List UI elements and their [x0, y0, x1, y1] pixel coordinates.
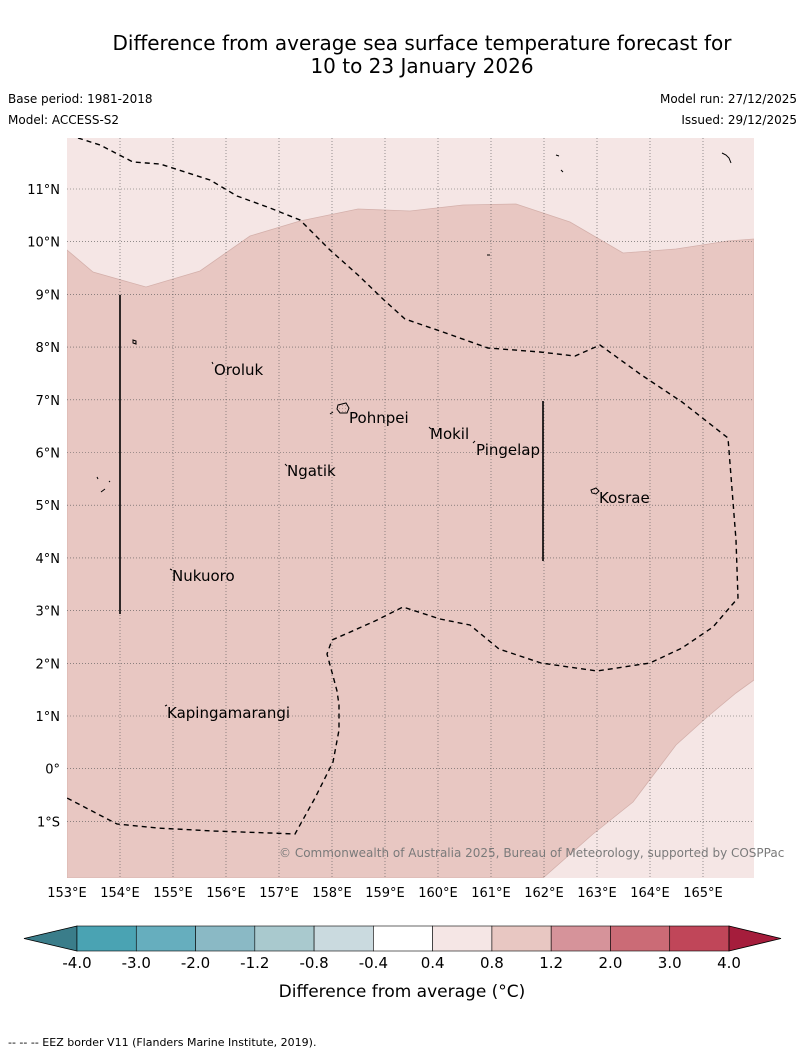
lat-label: 8°N [36, 341, 61, 356]
lon-label: 159°E [365, 886, 405, 901]
colorbar-bin [432, 925, 493, 952]
island-ngatik-w [132, 339, 137, 345]
lat-label: 9°N [36, 288, 61, 303]
colorbar-bin [550, 925, 611, 952]
lon-label: 165°E [683, 886, 723, 901]
lat-label: 1°N [36, 710, 61, 725]
islet-kapinga [164, 704, 168, 707]
islands [96, 152, 732, 707]
island-pohnpei [336, 402, 350, 414]
place-oroluk: Oroluk [214, 361, 263, 379]
colorbar-bin [195, 925, 256, 952]
lon-label: 157°E [259, 886, 299, 901]
colorbar-extend-high [728, 925, 782, 952]
colorbar-tick: 1.2 [539, 954, 563, 972]
islet-north-1 [555, 154, 564, 173]
chart-title: Difference from average sea surface temp… [0, 32, 804, 78]
model-run: Model run: 27/12/2025 [659, 92, 797, 106]
base-period: Base period: 1981-2018 [8, 92, 153, 106]
colorbar-tick-labels: -4.0 -3.0 -2.0 -1.2 -0.8 -0.4 0.4 0.8 1.2 2.0 3.0 4… [62, 954, 741, 972]
latitude-labels: 11°N 10°N 9°N 8°N 7°N 6°N 5°N 4°N 3°N 2°N 1°N 0° 1°S [27, 183, 60, 830]
place-pohnpei: Pohnpei [349, 409, 409, 427]
map-area [67, 138, 754, 878]
place-kapingamarangi: Kapingamarangi [167, 704, 290, 722]
place-mokil: Mokil [430, 425, 469, 443]
lon-label: 164°E [630, 886, 670, 901]
lon-label: 154°E [100, 886, 140, 901]
place-kosrae: Kosrae [599, 489, 650, 507]
colorbar-bin [313, 925, 374, 952]
lat-label: 6°N [36, 447, 61, 462]
lat-label: 5°N [36, 499, 61, 514]
title-line-2: 10 to 23 January 2026 [310, 54, 534, 78]
eez-border-north [67, 138, 739, 835]
islet-pohnpei-w [329, 411, 334, 415]
colorbar-tick: -3.0 [122, 954, 151, 972]
place-labels: Oroluk Pohnpei Mokil Pingelap Ngatik Kos… [167, 361, 650, 722]
colorbar-tick: -0.4 [359, 954, 388, 972]
lat-label: 7°N [36, 394, 61, 409]
islet-oroluk [211, 361, 214, 365]
colorbar-tick: -0.8 [299, 954, 328, 972]
colorbar-tick: -1.2 [240, 954, 269, 972]
eez-legend-note: -- -- -- EEZ border V11 (Flanders Marine… [8, 1036, 317, 1049]
lon-label: 163°E [577, 886, 617, 901]
colorbar-bin [373, 925, 433, 952]
colorbar [23, 925, 782, 952]
lon-label: 156°E [206, 886, 246, 901]
colorbar-tick: -2.0 [181, 954, 210, 972]
islet-nukuoro [169, 568, 173, 571]
anomaly-region-0.8-1.2 [67, 203, 754, 878]
colorbar-tick: 0.8 [480, 954, 504, 972]
island-kosrae [590, 487, 600, 495]
colorbar-tick: 3.0 [658, 954, 682, 972]
lon-label: 158°E [312, 886, 352, 901]
place-nukuoro: Nukuoro [172, 567, 235, 585]
colorbar-tick: 0.4 [421, 954, 445, 972]
colorbar-bin [135, 925, 196, 952]
colorbar-bin [491, 925, 552, 952]
colorbar-bin [610, 925, 671, 952]
lon-label: 155°E [153, 886, 193, 901]
lon-label: 162°E [524, 886, 564, 901]
place-pingelap: Pingelap [476, 441, 540, 459]
copyright-notice: © Commonwealth of Australia 2025, Bureau… [279, 846, 784, 860]
model-name: Model: ACCESS-S2 [8, 113, 120, 127]
title-line-1: Difference from average sea surface temp… [112, 31, 732, 55]
islet-mokil [428, 426, 432, 430]
lat-label: 3°N [36, 605, 61, 620]
lon-label: 153°E [47, 886, 87, 901]
lat-label: 2°N [36, 657, 61, 672]
colorbar-label: Difference from average (°C) [279, 982, 526, 1002]
colorbar-tick: 4.0 [717, 954, 741, 972]
islet-ngatik [284, 463, 288, 467]
islet-north-2 [721, 152, 732, 164]
islet-pingelap [472, 440, 476, 444]
colorbar-bin [669, 925, 730, 952]
place-ngatik: Ngatik [287, 462, 336, 480]
issued-date: Issued: 29/12/2025 [681, 113, 797, 127]
colorbar-extend-low [23, 925, 78, 952]
islet-west [96, 476, 111, 493]
lat-label: 0° [45, 763, 60, 778]
colorbar-tick: -4.0 [62, 954, 91, 972]
lat-label: 1°S [37, 815, 60, 830]
lat-label: 10°N [27, 236, 60, 251]
lon-label: 160°E [418, 886, 458, 901]
lat-label: 11°N [27, 183, 60, 198]
longitude-labels: 153°E 154°E 155°E 156°E 157°E 158°E 159°E 160°E… [47, 886, 723, 901]
lon-label: 161°E [471, 886, 511, 901]
colorbar-bin [76, 925, 137, 952]
colorbar-tick: 2.0 [599, 954, 623, 972]
colorbar-bin [254, 925, 315, 952]
lat-label: 4°N [36, 552, 61, 567]
